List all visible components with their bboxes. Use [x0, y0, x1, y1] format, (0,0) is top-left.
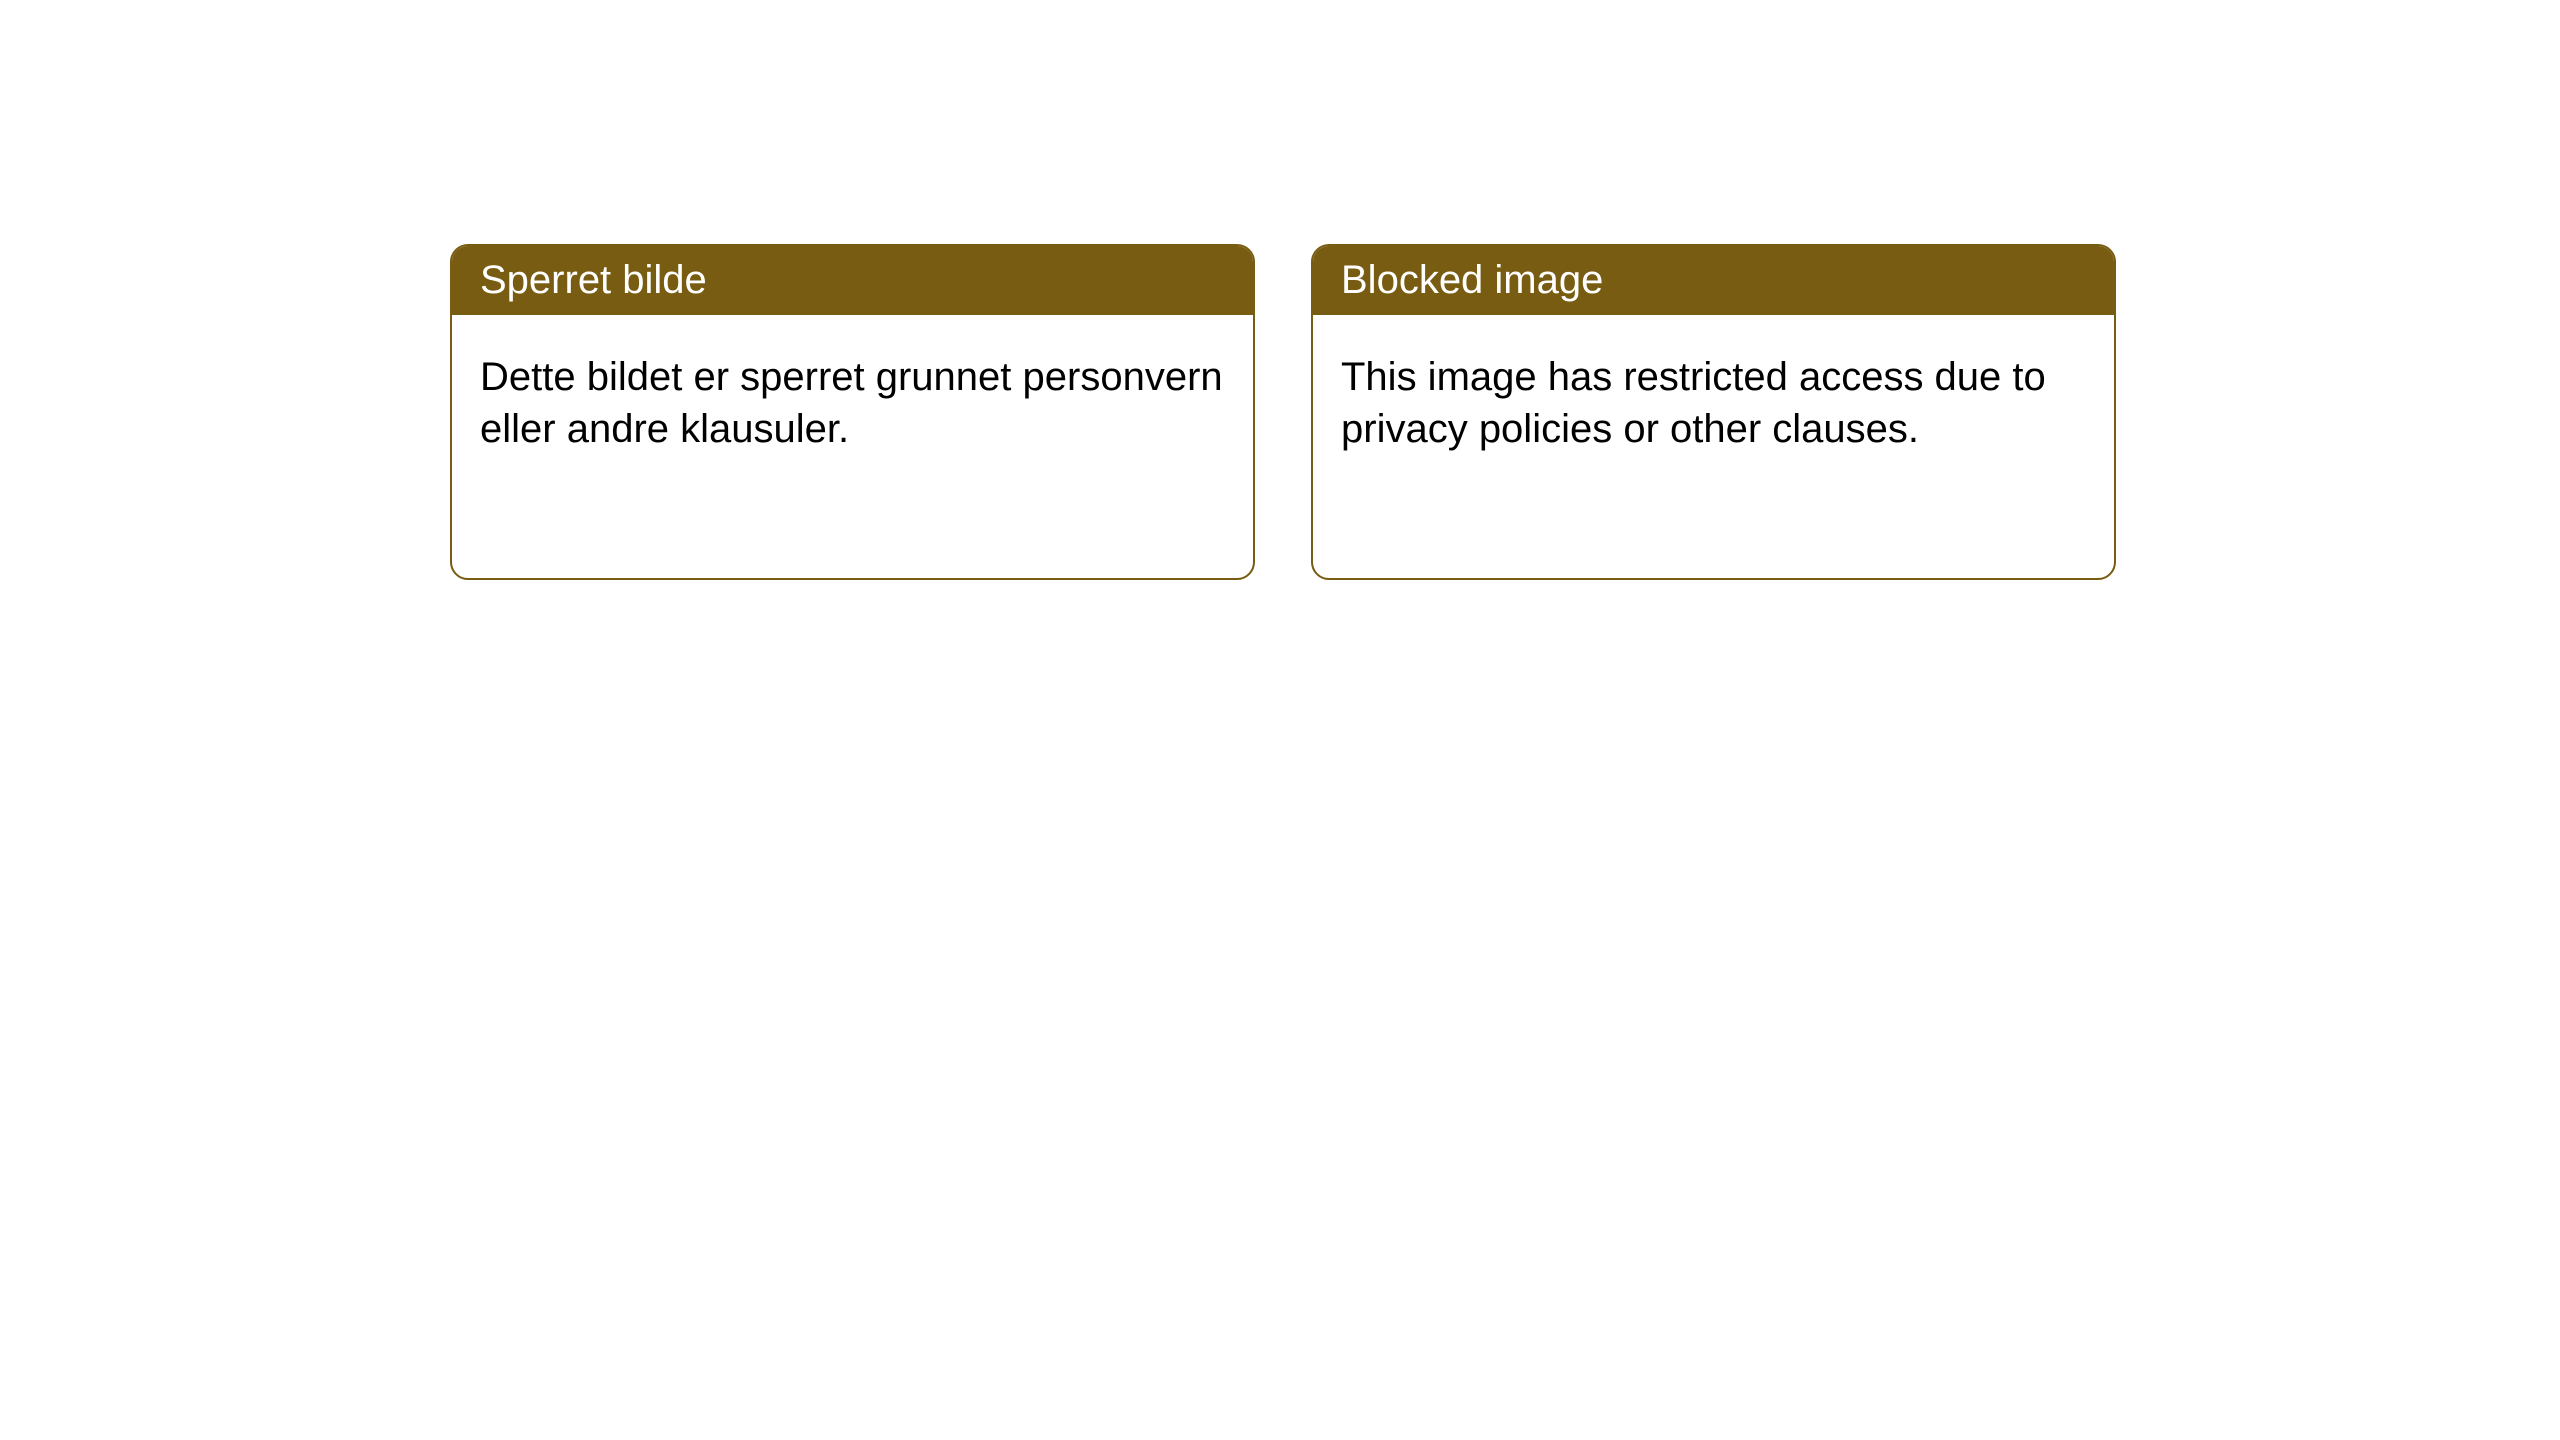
- card-header-en: Blocked image: [1313, 246, 2114, 315]
- card-body-no: Dette bildet er sperret grunnet personve…: [452, 315, 1253, 491]
- card-title-en: Blocked image: [1341, 258, 1603, 302]
- card-message-en: This image has restricted access due to …: [1341, 355, 2046, 451]
- card-message-no: Dette bildet er sperret grunnet personve…: [480, 355, 1223, 451]
- blocked-image-card-en: Blocked image This image has restricted …: [1311, 244, 2116, 580]
- notice-container: Sperret bilde Dette bildet er sperret gr…: [0, 0, 2560, 580]
- card-body-en: This image has restricted access due to …: [1313, 315, 2114, 491]
- blocked-image-card-no: Sperret bilde Dette bildet er sperret gr…: [450, 244, 1255, 580]
- card-title-no: Sperret bilde: [480, 258, 707, 302]
- card-header-no: Sperret bilde: [452, 246, 1253, 315]
